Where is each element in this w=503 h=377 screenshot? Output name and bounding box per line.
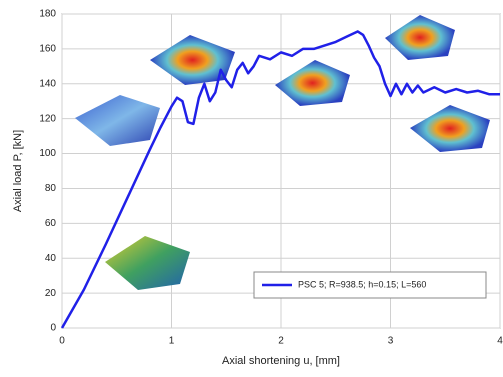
legend-label: PSC 5; R=938.5; h=0.15; L=560 <box>298 279 426 289</box>
chart: PSC 5; R=938.5; h=0.15; L=560 Axial shor… <box>0 0 503 377</box>
x-tick-label: 1 <box>169 336 175 347</box>
y-tick-label: 40 <box>45 253 57 264</box>
y-tick-label: 160 <box>39 44 56 55</box>
x-tick-label: 2 <box>278 336 284 347</box>
y-tick-label: 60 <box>45 218 57 229</box>
y-tick-label: 80 <box>45 183 57 194</box>
x-tick-label: 4 <box>497 336 503 347</box>
y-axis-label: Axial load P, [kN] <box>12 130 24 212</box>
y-tick-label: 180 <box>39 9 56 20</box>
x-tick-label: 3 <box>388 336 394 347</box>
y-tick-label: 20 <box>45 288 57 299</box>
y-tick-label: 140 <box>39 78 56 89</box>
x-tick-label: 0 <box>59 336 65 347</box>
y-tick-label: 100 <box>39 148 56 159</box>
x-axis-label: Axial shortening u, [mm] <box>222 355 340 367</box>
y-tick-label: 0 <box>50 323 56 334</box>
y-tick-label: 120 <box>39 113 56 124</box>
